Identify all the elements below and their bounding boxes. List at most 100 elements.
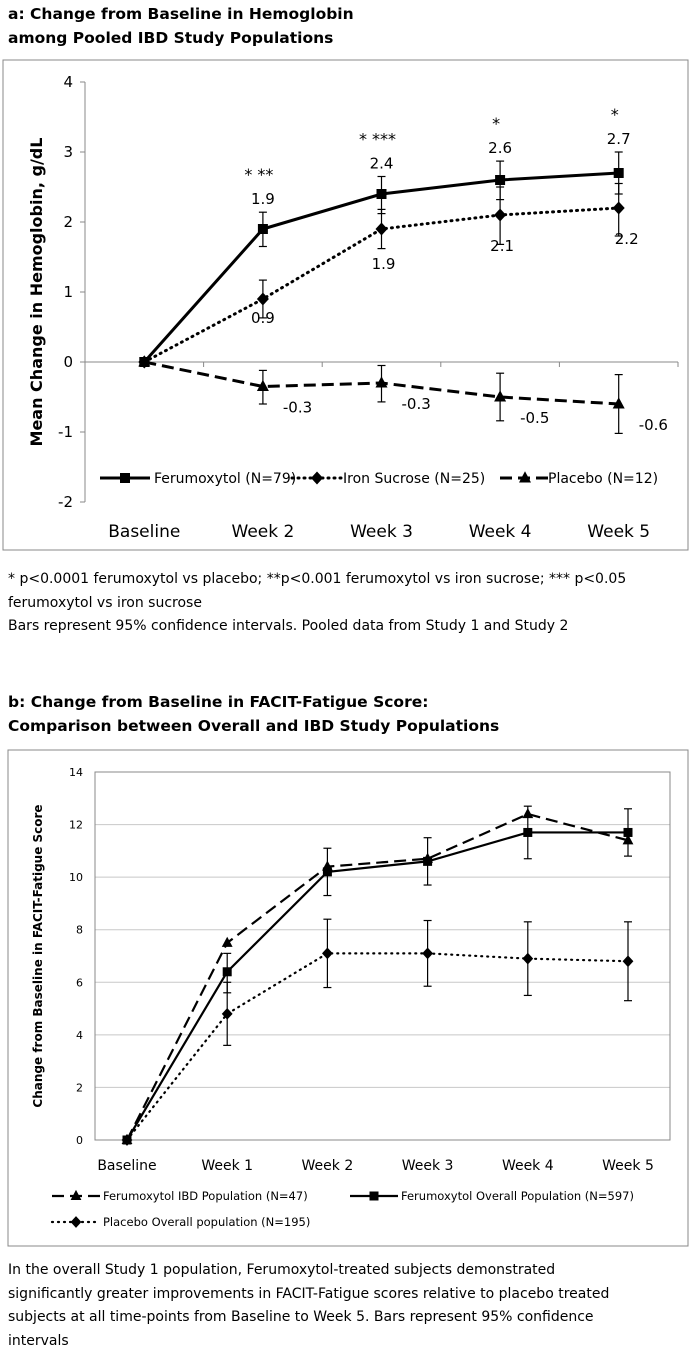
- chart-b-ytick-label: 14: [69, 766, 83, 779]
- series-1-point: [375, 222, 388, 236]
- chart-b-xtick-label: Week 5: [602, 1158, 654, 1174]
- series-2-point: [612, 397, 625, 409]
- ferumoxytol-data-label: 2.7: [607, 130, 631, 148]
- significance-marker: *: [611, 105, 619, 124]
- chart-b-plot-area: [94, 771, 671, 1141]
- chart-a-ytick-label: 2: [63, 213, 73, 231]
- placebo-data-label: -0.3: [402, 395, 431, 413]
- series-2-point: [221, 1007, 233, 1020]
- panel-a-note-2: ferumoxytol vs iron sucrose: [8, 594, 202, 611]
- chart-b-ytick-label: 10: [69, 871, 83, 884]
- chart-a-ytick-label: 3: [63, 143, 73, 161]
- iron-sucrose-data-label: 2.1: [490, 237, 514, 255]
- series-2-point: [322, 947, 333, 960]
- series-0-point: [622, 834, 634, 845]
- panel-a-note-1: * p<0.0001 ferumoxytol vs placebo; **p<0…: [8, 571, 627, 587]
- ferumoxytol-data-label: 2.6: [488, 139, 512, 157]
- iron-sucrose-data-label: 1.9: [372, 255, 396, 273]
- series-2-point: [494, 390, 507, 402]
- legend-label-2: Placebo Overall population (N=195): [103, 1215, 310, 1229]
- placebo-data-label: -0.3: [283, 399, 312, 417]
- panel-b-title-line2: Comparison between Overall and IBD Study…: [8, 717, 500, 735]
- chart-a-ytick-label: -2: [58, 493, 73, 511]
- chart-b-ytick-label: 0: [76, 1134, 83, 1147]
- series-2-point: [622, 955, 634, 968]
- series-1-point: [256, 292, 269, 306]
- legend-marker-0: [120, 473, 130, 483]
- series-0-point: [257, 224, 268, 234]
- panel-a-title-line2: among Pooled IBD Study Populations: [8, 29, 334, 47]
- series-2-point: [256, 379, 269, 391]
- series-0-point: [422, 852, 433, 863]
- series-0-point: [522, 807, 534, 819]
- chart-a-xtick-label: Baseline: [108, 522, 180, 542]
- chart-b-xtick-label: Week 4: [502, 1158, 554, 1174]
- series-0-point: [613, 168, 624, 178]
- significance-marker: * ***: [359, 130, 396, 149]
- series-0-line: [126, 812, 629, 1141]
- panel-b-title: b: Change from Baseline in FACIT-Fatigue…: [8, 690, 499, 738]
- panel-a-title-line1: a: Change from Baseline in Hemoglobin: [8, 5, 354, 23]
- chart-a-xtick-label: Week 5: [587, 522, 650, 542]
- series-1-point: [523, 827, 533, 837]
- legend-marker-2: [519, 471, 531, 483]
- panel-b-note-4: intervals: [8, 1332, 69, 1349]
- facit-fatigue-chart: 0 2 4 6 8 10 12 14 Baseline Week 1 Week 2 Week 3 Wee…: [7, 749, 689, 1247]
- series-1-point: [494, 208, 507, 222]
- series-2-point: [422, 947, 433, 960]
- chart-b-ytick-label: 12: [69, 819, 83, 832]
- series-0-point: [322, 860, 333, 871]
- legend-marker-1: [311, 471, 323, 485]
- chart-b-ytick-label: 2: [76, 1081, 83, 1094]
- placebo-data-label: -0.5: [520, 409, 549, 427]
- legend-label-0: Ferumoxytol (N=79): [154, 471, 296, 487]
- panel-b-title-line1: b: Change from Baseline in FACIT-Fatigue…: [8, 693, 429, 711]
- chart-a-xtick-label: Week 4: [469, 522, 532, 542]
- legend-label-0: Ferumoxytol IBD Population (N=47): [103, 1189, 308, 1203]
- chart-b-frame: [7, 749, 689, 1247]
- series-0-point: [121, 1133, 133, 1145]
- placebo-data-label: -0.6: [639, 416, 668, 434]
- hemoglobin-chart: -2 -1 0 1 2 3 4 Baseline Week 2 Week 3 Week 4 Week …: [2, 59, 689, 551]
- chart-a-ytick-label: 4: [63, 73, 73, 91]
- legend-label-2: Placebo (N=12): [548, 471, 658, 487]
- chart-b-y-axis-label: Change from Baseline in FACIT-Fatigue Sc…: [31, 804, 45, 1107]
- chart-b-xtick-label: Week 1: [201, 1158, 253, 1174]
- series-1-line: [126, 831, 628, 1141]
- legend-marker-0: [70, 1189, 82, 1201]
- chart-a-ytick-label: -1: [58, 423, 73, 441]
- panel-a-note-3: Bars represent 95% confidence intervals.…: [8, 618, 569, 634]
- chart-a-xtick-label: Week 2: [232, 522, 295, 542]
- series-1-point: [612, 201, 625, 215]
- series-0-point: [221, 936, 233, 947]
- series-1-point: [322, 867, 332, 877]
- panel-b-note-1: In the overall Study 1 population, Ferum…: [8, 1262, 556, 1278]
- ferumoxytol-data-label: 1.9: [251, 190, 275, 208]
- legend-marker-1: [369, 1191, 379, 1201]
- chart-a-frame: [2, 59, 689, 551]
- chart-b-ytick-label: 4: [76, 1029, 83, 1042]
- ferumoxytol-data-label: 2.4: [370, 155, 394, 173]
- chart-b-xtick-label: Baseline: [97, 1158, 156, 1174]
- chart-a-ytick-label: 1: [63, 283, 73, 301]
- series-2-point: [522, 952, 534, 965]
- panel-a-notes: * p<0.0001 ferumoxytol vs placebo; **p<0…: [8, 568, 688, 639]
- panel-b-notes: In the overall Study 1 population, Ferum…: [8, 1259, 688, 1353]
- significance-marker: *: [492, 114, 500, 133]
- chart-b-ytick-label: 6: [76, 976, 83, 989]
- legend-label-1: Ferumoxytol Overall Population (N=597): [401, 1189, 634, 1203]
- series-1-point: [222, 967, 232, 977]
- series-0-point: [376, 189, 387, 199]
- significance-marker: * **: [244, 165, 273, 184]
- series-0-point: [495, 175, 506, 185]
- series-2-line: [125, 952, 630, 1142]
- iron-sucrose-data-label: 0.9: [251, 309, 275, 327]
- chart-a-xtick-label: Week 3: [350, 522, 413, 542]
- panel-b-note-2: significantly greater improvements in FA…: [8, 1285, 610, 1302]
- iron-sucrose-data-label: 2.2: [615, 230, 639, 248]
- legend-marker-2: [70, 1216, 82, 1228]
- chart-a-y-axis-label: Mean Change in Hemoglobin, g/dL: [27, 138, 46, 447]
- series-2-point: [138, 355, 151, 367]
- legend-label-1: Iron Sucrose (N=25): [343, 471, 485, 487]
- series-2-point: [375, 376, 388, 388]
